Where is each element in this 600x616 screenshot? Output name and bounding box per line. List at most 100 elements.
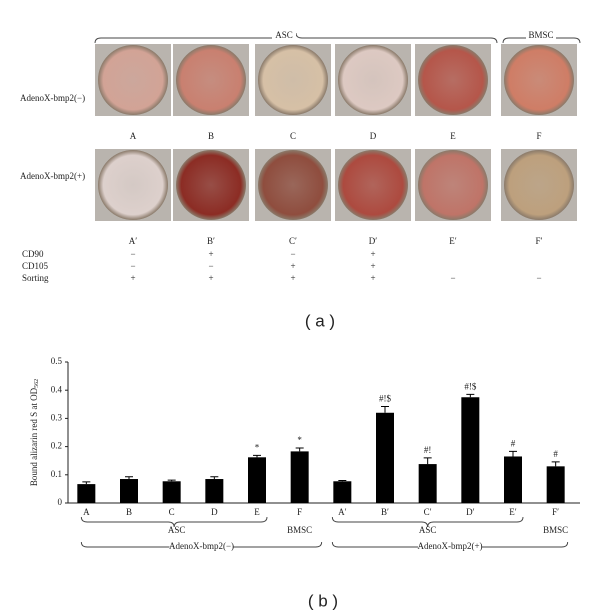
bar — [248, 457, 266, 503]
x-tick-label: B — [126, 507, 132, 517]
condition-label: AdenoX-bmp2(+) — [417, 541, 482, 551]
bar — [504, 456, 522, 503]
marker-name: Sorting — [22, 273, 49, 283]
error-bar — [295, 447, 304, 456]
well — [338, 45, 408, 115]
y-tick-label: 0.3 — [51, 412, 63, 422]
significance-label: #!$ — [379, 394, 391, 404]
well-label: C′ — [289, 236, 297, 246]
error-bar — [210, 476, 219, 482]
brace — [80, 516, 268, 528]
well-label: F′ — [536, 236, 543, 246]
error-bar — [509, 450, 517, 463]
group-label: BMSC — [287, 525, 312, 535]
error-bar — [423, 457, 432, 471]
condition-label: AdenoX-bmp2(−) — [169, 541, 234, 551]
well — [418, 45, 488, 115]
y-tick-label: 0.2 — [51, 441, 62, 451]
well — [504, 150, 574, 220]
label-bg — [418, 541, 482, 553]
marker-name: CD105 — [22, 261, 49, 271]
well-label: B′ — [207, 236, 215, 246]
y-tick-label: 0.1 — [51, 469, 62, 479]
x-tick-label: B′ — [381, 507, 389, 517]
error-bar — [466, 393, 475, 401]
group-label: BMSC — [543, 525, 568, 535]
x-tick-label: C — [169, 507, 175, 517]
group-label: BMSC — [528, 30, 553, 40]
panel-caption: ( b ) — [308, 591, 338, 610]
well — [338, 150, 408, 220]
error-bar — [253, 454, 261, 460]
well — [176, 150, 246, 220]
panel-caption: ( a ) — [305, 311, 335, 330]
well — [418, 150, 488, 220]
x-tick-label: F — [297, 507, 302, 517]
x-tick-label: E′ — [509, 507, 516, 517]
well — [258, 150, 328, 220]
marker-value: + — [370, 249, 375, 259]
error-bar — [82, 481, 91, 487]
bar — [333, 481, 352, 503]
marker-value: + — [370, 273, 375, 283]
well-label: A — [130, 131, 137, 141]
bar — [461, 397, 480, 503]
marker-value: + — [290, 261, 295, 271]
well-label: E — [450, 131, 456, 141]
error-bar — [381, 406, 389, 420]
bar — [418, 464, 437, 503]
x-tick-label: A — [83, 507, 90, 517]
well-label: F — [536, 131, 541, 141]
y-axis-label-sub: 562 — [34, 379, 40, 388]
bar — [120, 479, 138, 503]
well-label: D′ — [369, 236, 377, 246]
well — [98, 150, 168, 220]
marker-value: + — [208, 273, 213, 283]
axis — [67, 362, 580, 504]
marker-value: − — [208, 261, 213, 271]
significance-label: * — [255, 442, 260, 452]
marker-value: + — [208, 249, 213, 259]
well-label: D — [370, 131, 377, 141]
marker-value: + — [370, 261, 375, 271]
group-label: ASC — [275, 30, 293, 40]
brace — [331, 516, 524, 528]
well — [258, 45, 328, 115]
well — [98, 45, 168, 115]
well-label: B — [208, 131, 214, 141]
y-tick-label: 0.5 — [51, 356, 63, 366]
marker-value: − — [450, 273, 455, 283]
x-tick-label: F′ — [552, 507, 559, 517]
row-label: AdenoX-bmp2(+) — [20, 171, 85, 181]
label-bg — [169, 541, 234, 553]
x-tick-label: D — [211, 507, 218, 517]
error-bar — [338, 479, 347, 483]
bar — [205, 479, 224, 503]
marker-name: CD90 — [22, 249, 44, 259]
well-label: A′ — [129, 236, 137, 246]
significance-label: # — [553, 449, 558, 459]
significance-label: * — [297, 435, 302, 445]
x-tick-label: A′ — [338, 507, 346, 517]
well-label: C — [290, 131, 296, 141]
bar — [77, 484, 96, 503]
marker-value: − — [130, 249, 135, 259]
y-tick-label: 0 — [58, 497, 63, 507]
marker-value: + — [130, 273, 135, 283]
well — [176, 45, 246, 115]
x-tick-label: E — [254, 507, 260, 517]
label-bg — [526, 30, 556, 44]
marker-value: − — [290, 249, 295, 259]
bar — [376, 412, 394, 503]
row-label: AdenoX-bmp2(−) — [20, 93, 85, 103]
x-tick-label: D′ — [466, 507, 474, 517]
marker-value: − — [536, 273, 541, 283]
bar — [290, 451, 309, 503]
marker-value: + — [290, 273, 295, 283]
bar — [546, 466, 565, 503]
y-axis-label: Bound alizarin red S at OD562 — [29, 379, 40, 486]
error-bar — [125, 476, 133, 482]
group-label: ASC — [168, 525, 186, 535]
significance-label: # — [511, 438, 516, 448]
